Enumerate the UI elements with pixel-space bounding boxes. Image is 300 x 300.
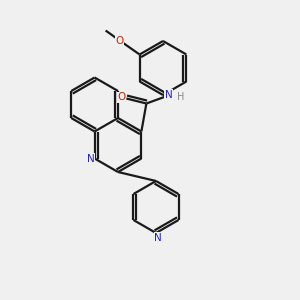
Text: N: N — [87, 154, 94, 164]
Text: H: H — [177, 92, 184, 101]
Text: O: O — [116, 35, 124, 46]
Text: N: N — [154, 233, 162, 243]
Text: N: N — [164, 89, 172, 100]
Text: O: O — [117, 92, 125, 103]
